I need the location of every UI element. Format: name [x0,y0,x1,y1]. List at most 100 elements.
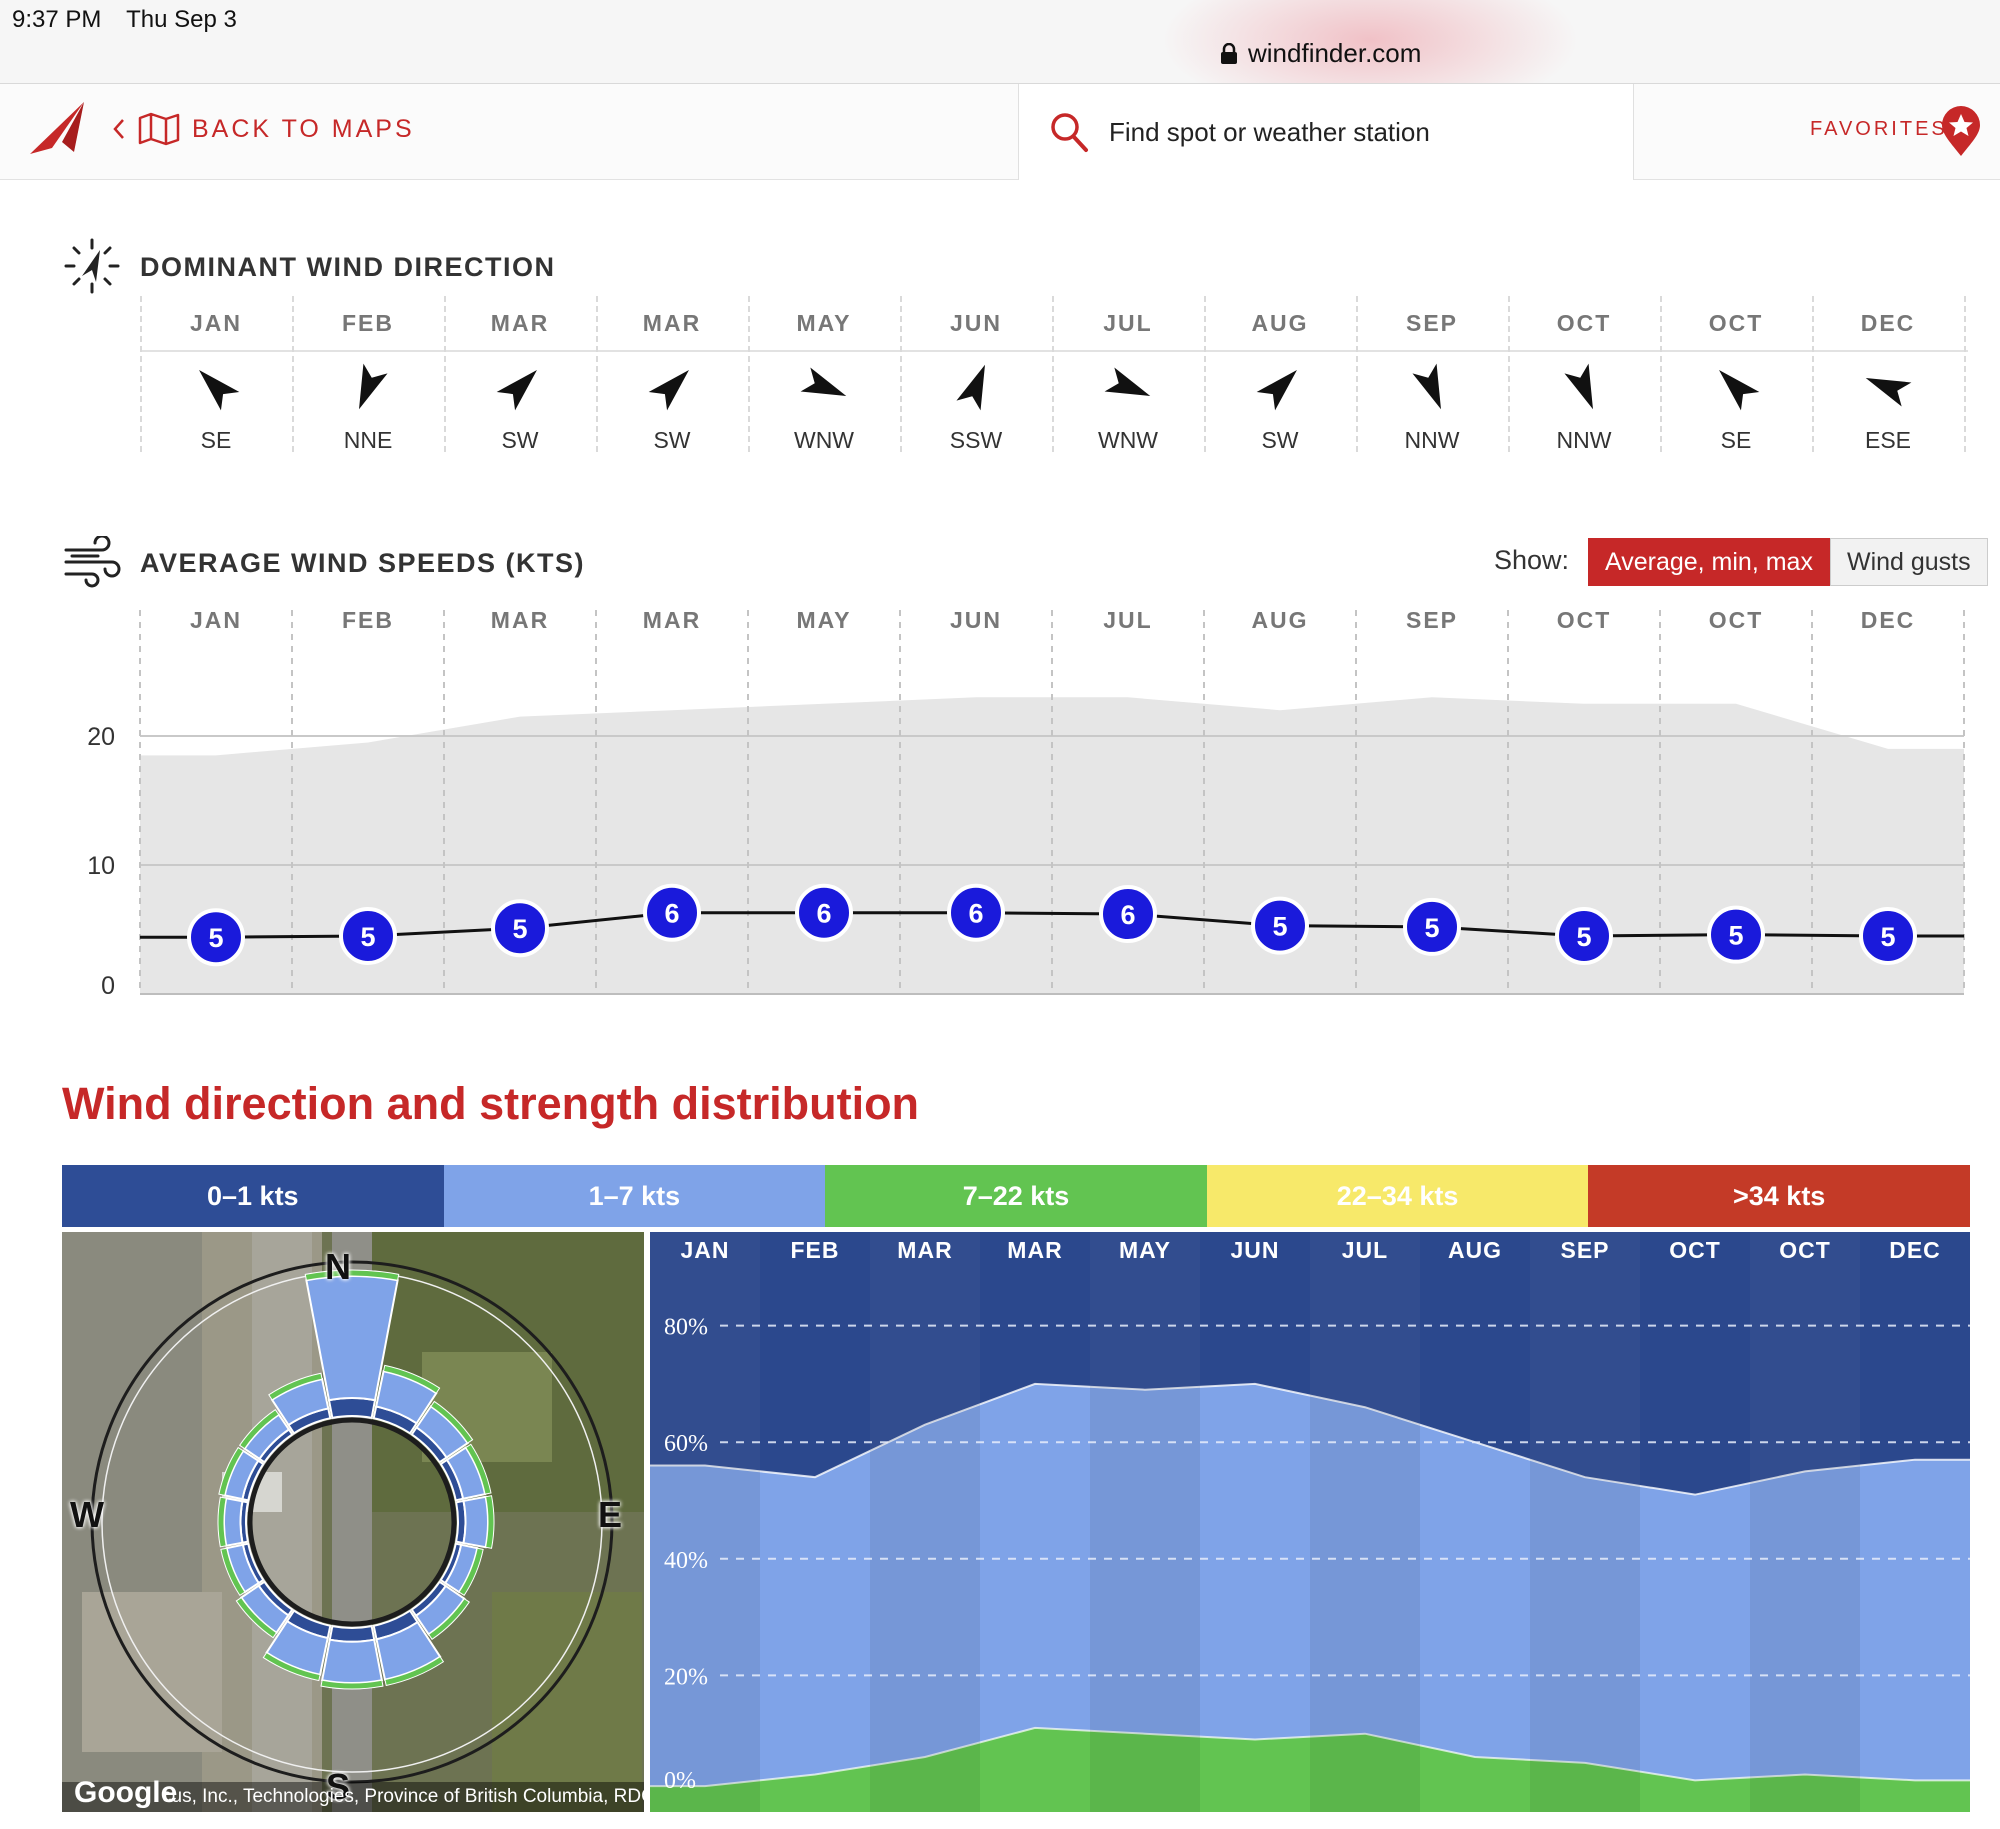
direction-column: AUG SW [1204,296,1356,454]
average-speed-label: 5 [1272,912,1287,942]
direction-month-label: OCT [1708,310,1764,336]
direction-month-label: DEC [1860,310,1916,336]
direction-column: SEP NNW [1356,296,1508,454]
favorites-link[interactable]: FAVORITES [1810,118,1948,140]
direction-month-label: JUN [949,310,1002,336]
wind-arrow-icon [199,370,240,411]
distribution-y-tick: 80% [664,1315,708,1341]
direction-column: OCT NNW [1508,296,1660,454]
direction-month-label: JAN [189,310,242,336]
distribution-month-label: FEB [791,1237,840,1263]
favorites-star-icon[interactable] [1940,106,1982,158]
rose-sector-moderate [268,1372,323,1401]
average-speed-label: 6 [1120,900,1135,930]
average-speed-line [140,911,1964,939]
speed-chart-layer: 0 10 20 JAN FEB MAR MAR MAY JUN JUL AUG SEP OCT OCT DE… [87,607,1965,1000]
month-stripe [1310,1232,1420,1812]
compass-s: S [325,1766,351,1807]
light-wind-line [650,1382,1970,1496]
google-logo: Google [74,1776,178,1809]
direction-month-label: MAY [796,310,852,336]
windfinder-logo-icon[interactable] [28,100,86,160]
direction-label: WNW [1097,427,1159,453]
moderate-wind-area [650,1727,1970,1792]
distribution-month-label: DEC [1889,1237,1941,1263]
direction-column: OCT SE [1660,296,1812,454]
wind-rose-map[interactable]: N E S W cus, Inc., Technologies, Provinc… [62,1232,644,1812]
back-to-maps-label: BACK TO MAPS [192,114,415,143]
wind-arrow-icon [1564,363,1593,410]
legend-item: 1–7 kts [443,1165,826,1227]
rose-sector-moderate [238,1408,280,1450]
dominant-wind-title: DOMINANT WIND DIRECTION [140,252,556,282]
grid-rule [140,350,1968,352]
rose-sector-calm [328,1624,376,1643]
direction-month-label: SEP [1405,310,1459,336]
direction-label: SW [501,427,539,453]
compass-n: N [325,1246,351,1287]
legend-item: 7–22 kts [825,1165,1207,1227]
grid-divider [140,296,142,452]
search-input[interactable] [1109,116,1589,148]
month-stripe [870,1232,980,1812]
distribution-y-tick: 20% [664,1664,708,1690]
speed-month-label: OCT [1709,607,1764,633]
url-text: windfinder.com [1248,38,1422,68]
direction-column: JUN SSW [900,296,1052,454]
average-speed-point: 5 [1859,906,1917,965]
speed-month-label: MAR [643,607,701,633]
average-speed-label: 5 [360,922,375,952]
rose-sector-moderate [220,1547,246,1597]
direction-month-label: MAR [642,310,702,336]
search-icon [1051,113,1088,152]
wind-arrow-icon [1865,378,1912,407]
map-attribution[interactable]: cus, Inc., Technologies, Province of Bri… [162,1786,644,1807]
distribution-y-tick: 60% [664,1431,708,1457]
show-label: Show: [1494,545,1570,575]
search-box[interactable] [1018,84,1634,180]
direction-month-label: MAR [490,310,550,336]
direction-label: SW [1261,427,1299,453]
direction-column: MAR SW [596,296,748,454]
grid-divider [292,296,294,452]
average-min-max-button[interactable]: Average, min, max [1588,538,1830,586]
speed-mode-toggle: Average, min, max Wind gusts [1588,538,1988,586]
average-speed-label: 6 [816,899,831,929]
distribution-month-label: MAY [1119,1237,1171,1263]
moderate-wind-line [650,1726,1970,1788]
average-speed-point: 5 [1251,896,1309,955]
speed-month-label: FEB [342,607,394,633]
distribution-month-label: MAR [897,1237,952,1263]
back-to-maps-link[interactable]: BACK TO MAPS [112,112,415,146]
wind-arrow-icon [496,370,537,411]
rose-sector-moderate [465,1443,492,1495]
grid-divider [1356,296,1358,452]
direction-label: SSW [949,427,1003,453]
site-header: BACK TO MAPS FAVORITES [0,84,2000,180]
chart-floor [650,1792,1970,1812]
grid-divider [1964,296,1966,452]
wind-arrow-icon [1104,367,1151,396]
wind-rose-svg [62,1232,644,1812]
grid-divider [444,296,446,452]
rose-sector-moderate [218,1446,244,1496]
wind-arrow-icon [359,363,388,410]
status-time: 9:37 PM Thu Sep 3 [12,6,237,34]
wind-gusts-button[interactable]: Wind gusts [1829,538,1988,586]
speed-month-label: AUG [1251,607,1308,633]
month-stripe [650,1232,760,1812]
rose-sector-moderate [217,1496,227,1548]
average-speed-label: 5 [208,923,223,953]
direction-label: SE [200,427,232,453]
status-date: Thu Sep 3 [126,6,237,33]
url-bar[interactable]: windfinder.com [1220,38,1421,69]
distribution-month-label: JUN [1230,1237,1279,1263]
average-speed-point: 5 [1555,906,1613,965]
chevron-left-icon [113,119,124,139]
max-speed-band [140,697,1964,994]
direction-month-label: AUG [1251,310,1309,336]
rose-sector-moderate [458,1547,484,1597]
grid-divider [1508,296,1510,452]
speed-month-label: MAY [797,607,852,633]
direction-column: MAY WNW [748,296,900,454]
